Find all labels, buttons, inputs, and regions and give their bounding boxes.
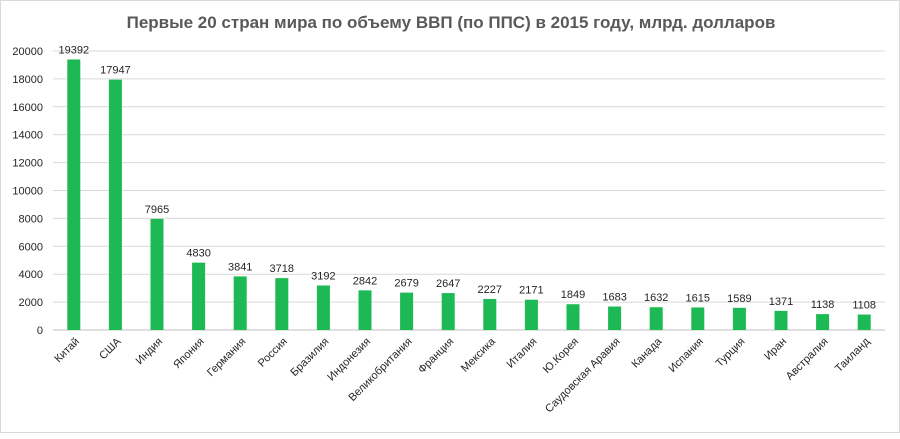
data-label: 1138 xyxy=(811,299,835,311)
data-label: 1683 xyxy=(602,292,626,304)
x-tick-label: Бразилия xyxy=(288,336,331,379)
bar xyxy=(691,307,705,330)
x-tick-label: Россия xyxy=(256,336,290,370)
chart-title: Первые 20 стран мира по объему ВВП (по П… xyxy=(126,13,776,32)
data-label: 2842 xyxy=(353,275,377,287)
bar xyxy=(150,218,164,330)
bar xyxy=(566,304,580,330)
bar xyxy=(275,278,289,330)
data-label: 1849 xyxy=(561,289,585,301)
x-tick-label: Индия xyxy=(134,336,165,367)
y-tick-label: 8000 xyxy=(19,213,43,225)
x-tick-label: Франция xyxy=(416,336,456,376)
bar xyxy=(774,310,788,330)
y-tick-label: 12000 xyxy=(12,158,43,170)
data-label: 3718 xyxy=(270,263,294,275)
x-tick-label: Мексика xyxy=(459,335,499,375)
data-label: 1632 xyxy=(644,292,668,304)
data-label: 2171 xyxy=(519,285,543,297)
bar xyxy=(358,290,372,330)
bar xyxy=(67,59,81,331)
x-tick-label: Ю.Корея xyxy=(541,336,581,376)
data-label: 2647 xyxy=(436,278,460,290)
x-tick-label: Испания xyxy=(667,336,706,375)
x-tick-label: Япония xyxy=(171,336,207,372)
bar xyxy=(732,307,746,330)
x-tick-label: Китай xyxy=(52,336,82,366)
bar xyxy=(400,292,414,330)
x-tick-label: Италия xyxy=(505,336,540,371)
bar xyxy=(857,314,871,330)
data-label: 3192 xyxy=(311,270,335,282)
bar xyxy=(608,306,622,330)
y-tick-label: 2000 xyxy=(19,297,43,309)
bar xyxy=(108,79,122,331)
bar xyxy=(316,285,330,330)
bar xyxy=(816,314,830,330)
data-label: 1615 xyxy=(686,292,710,304)
data-label: 2227 xyxy=(478,284,502,296)
x-tick-label: Иран xyxy=(762,336,789,363)
y-tick-label: 14000 xyxy=(12,130,43,142)
x-tick-label: Турция xyxy=(714,336,748,370)
bar xyxy=(441,293,455,330)
bar xyxy=(649,307,663,330)
y-tick-label: 10000 xyxy=(12,186,43,198)
data-label: 1108 xyxy=(852,300,876,312)
data-label: 7965 xyxy=(145,204,169,216)
bar xyxy=(524,299,538,330)
x-tick-label: Канада xyxy=(629,335,664,370)
x-tick-label: Таиланд xyxy=(833,335,873,375)
data-label: 3841 xyxy=(228,261,252,273)
x-tick-label: Германия xyxy=(205,336,248,379)
y-tick-label: 0 xyxy=(37,325,43,337)
bar xyxy=(233,276,247,330)
data-label: 1371 xyxy=(769,296,793,308)
y-tick-label: 6000 xyxy=(19,241,43,253)
data-label: 2679 xyxy=(394,278,418,290)
y-tick-label: 4000 xyxy=(19,269,43,281)
data-label: 19392 xyxy=(59,44,90,56)
y-tick-label: 16000 xyxy=(12,102,43,114)
data-label: 1589 xyxy=(727,293,751,305)
data-label: 17947 xyxy=(100,65,131,77)
y-tick-label: 20000 xyxy=(12,46,43,58)
x-tick-label: Австралия xyxy=(784,336,831,383)
bar xyxy=(483,298,497,330)
x-tick-label: США xyxy=(97,335,124,362)
bar xyxy=(192,262,206,330)
x-tick-label: Саудовская Аравия xyxy=(543,336,623,416)
y-tick-label: 18000 xyxy=(12,74,43,86)
data-label: 4830 xyxy=(186,248,210,260)
